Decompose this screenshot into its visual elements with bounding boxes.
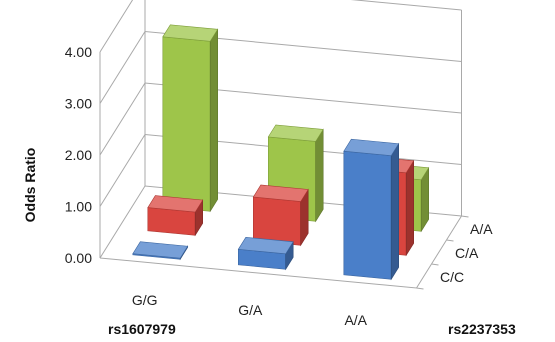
bars xyxy=(132,24,430,281)
y-tick-labels: 0.00 1.00 2.00 3.00 4.00 xyxy=(65,44,92,266)
y-tick-label: 3.00 xyxy=(65,96,92,112)
gridlines xyxy=(99,0,469,290)
gridline xyxy=(99,30,462,104)
bar-CA-GA xyxy=(252,184,309,247)
x-tick-labels: G/G G/A A/A xyxy=(132,292,368,328)
depth-axis-label: rs2237353 xyxy=(448,321,516,337)
x-tick-label: G/A xyxy=(238,302,263,318)
bar-CC-AA xyxy=(343,138,400,281)
depth-tick-labels: C/C C/A A/A xyxy=(440,221,493,285)
depth-tick-mark xyxy=(416,287,424,290)
bar-CA-GG xyxy=(147,195,204,237)
depth-tick-mark xyxy=(461,215,469,218)
bar-CC-GA xyxy=(237,236,294,271)
depth-tick-label: C/C xyxy=(440,269,464,285)
y-tick-label: 1.00 xyxy=(65,199,92,215)
x-tick-label: A/A xyxy=(344,312,367,328)
bar-AA-GG xyxy=(162,24,219,213)
depth-tick-label: C/A xyxy=(455,245,479,261)
bar-CC-GG xyxy=(132,241,189,261)
depth-tick-mark xyxy=(446,239,454,242)
x-axis-label: rs1607979 xyxy=(108,321,176,337)
y-tick-label: 0.00 xyxy=(65,250,92,266)
depth-tick-mark xyxy=(431,263,439,266)
gridline xyxy=(99,0,462,53)
x-tick-label: G/G xyxy=(132,292,158,308)
y-tick-label: 2.00 xyxy=(65,147,92,163)
y-tick-label: 4.00 xyxy=(65,44,92,60)
y-axis-label: Odds Ratio xyxy=(22,148,38,223)
depth-tick-label: A/A xyxy=(470,221,493,237)
